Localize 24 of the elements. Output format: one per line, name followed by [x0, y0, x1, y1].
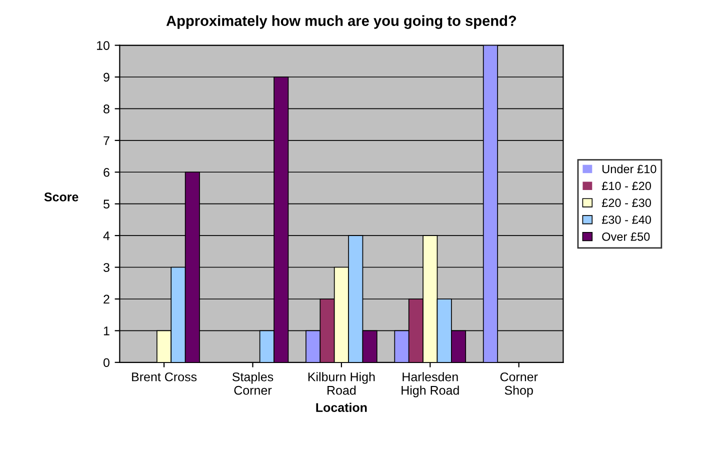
- x-tick-label: Corner Shop: [500, 372, 538, 398]
- legend-label: Over £50: [602, 232, 650, 241]
- y-tick-label: 6: [104, 168, 110, 177]
- legend-label: £30 - £40: [602, 216, 652, 224]
- y-tick-label: 3: [103, 263, 110, 272]
- x-tick-label: Staples Corner: [232, 372, 274, 395]
- legend-label: £10 - £20: [602, 182, 652, 190]
- y-tick-label: 8: [104, 104, 110, 114]
- y-tick-label: 9: [104, 72, 110, 82]
- x-axis-title: Location: [316, 402, 367, 412]
- y-tick-label: 4: [103, 231, 110, 240]
- y-axis-title: Score: [44, 192, 78, 202]
- y-tick-label: 10: [97, 41, 110, 50]
- x-tick-label: Brent Cross: [132, 372, 197, 382]
- legend-label: Under £10: [602, 164, 656, 174]
- y-tick-label: 7: [104, 136, 110, 145]
- y-tick-label: 5: [104, 200, 110, 208]
- chart-title: Approximately how much are you going to spend?: [166, 15, 516, 29]
- x-tick-label: Harlesden High Road: [402, 372, 459, 398]
- y-tick-label: 2: [104, 294, 110, 304]
- legend-label: £20 - £30: [602, 198, 652, 208]
- y-tick-label: 1: [104, 326, 110, 336]
- x-tick-label: Kilburn High Road: [308, 372, 375, 395]
- y-tick-label: 0: [103, 358, 110, 368]
